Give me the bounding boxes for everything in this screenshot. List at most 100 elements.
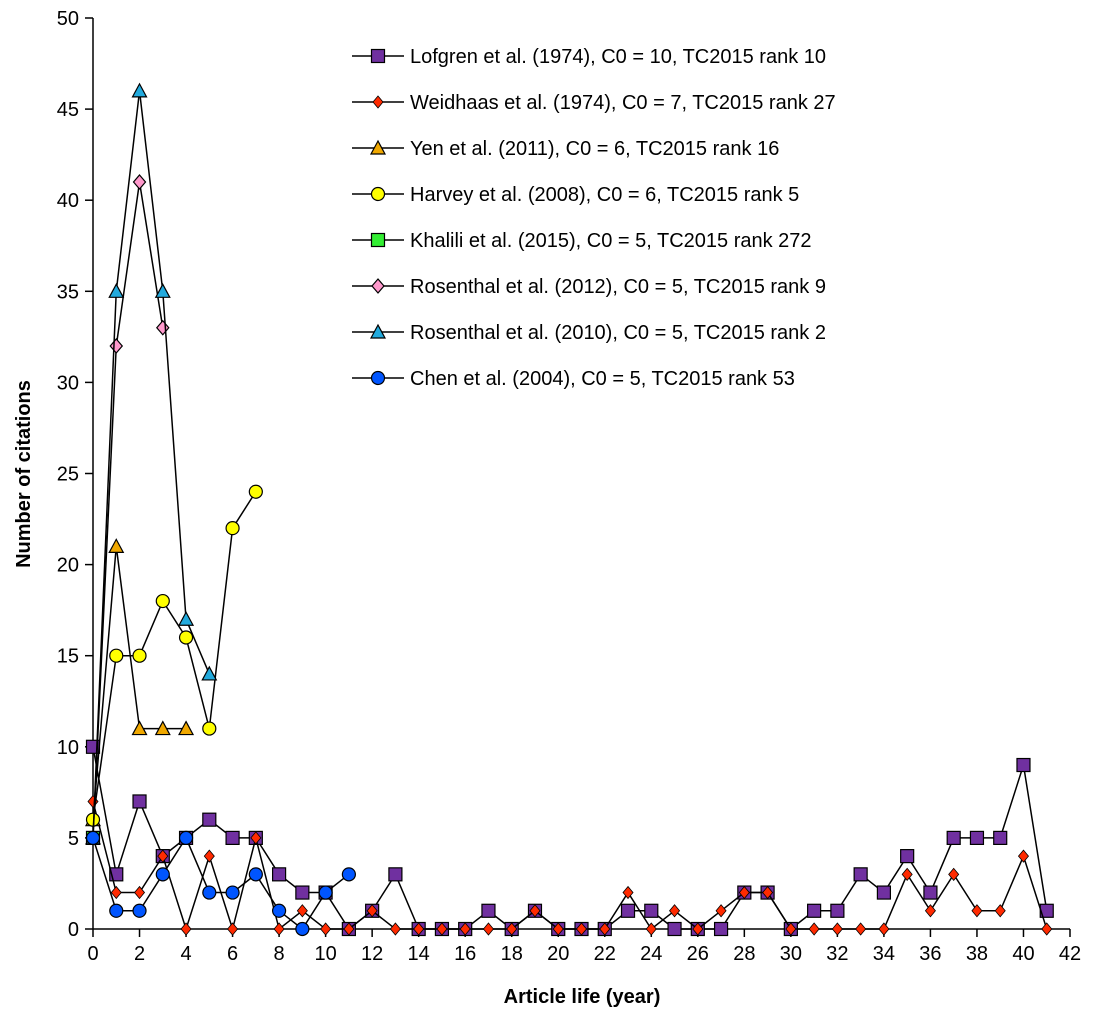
data-point (157, 849, 169, 863)
data-point (946, 830, 961, 846)
data-point (808, 922, 820, 936)
data-point (250, 831, 262, 845)
data-point (155, 867, 170, 882)
data-point (552, 922, 564, 936)
data-point (201, 665, 218, 681)
legend-label: Khalili et al. (2015), C0 = 5, TC2015 ra… (410, 230, 812, 252)
legend-label: Harvey et al. (2008), C0 = 6, TC2015 ran… (410, 184, 799, 206)
legend-item: Rosenthal et al. (2012), C0 = 5, TC2015 … (352, 276, 826, 298)
data-point (667, 921, 682, 937)
x-axis-title: Article life (year) (504, 986, 661, 1008)
x-tick-label: 6 (227, 943, 238, 965)
data-point (413, 922, 425, 936)
x-tick-label: 24 (640, 943, 662, 965)
data-point (202, 885, 217, 900)
y-tick-label: 0 (68, 919, 79, 941)
data-point (855, 922, 867, 936)
data-point (132, 903, 147, 918)
data-point (85, 830, 101, 846)
data-point (622, 885, 634, 900)
data-point (178, 610, 195, 626)
data-point (482, 922, 494, 936)
data-point (109, 338, 124, 354)
data-point (901, 867, 913, 881)
data-point (900, 849, 915, 864)
data-point (366, 904, 378, 918)
y-ticks: 0 5 10 15 20 25 30 35 40 45 50 (57, 8, 93, 941)
data-point (948, 867, 960, 881)
data-point (529, 904, 541, 918)
x-tick-label: 4 (180, 943, 191, 965)
legend-label: Lofgren et al. (1974), C0 = 10, TC2015 r… (410, 46, 826, 68)
x-tick-label: 42 (1059, 943, 1081, 965)
legend-label: Chen et al. (2004), C0 = 5, TC2015 rank … (410, 368, 795, 390)
series-layer (84, 82, 1054, 937)
data-point (203, 849, 215, 863)
data-point (110, 885, 122, 900)
y-tick-label: 25 (57, 464, 79, 486)
legend-item: Rosenthal et al. (2010), C0 = 5, TC2015 … (352, 322, 826, 344)
y-tick-label: 35 (57, 281, 79, 303)
series-1 (87, 794, 1053, 936)
legend-label: Rosenthal et al. (2012), C0 = 5, TC2015 … (410, 276, 826, 298)
data-point (436, 922, 448, 936)
y-tick-label: 45 (57, 99, 79, 121)
legend-item: Khalili et al. (2015), C0 = 5, TC2015 ra… (352, 230, 812, 252)
data-point (248, 867, 263, 882)
data-point (575, 922, 588, 936)
data-point (154, 720, 171, 736)
data-point (132, 174, 147, 190)
data-point (108, 283, 125, 298)
data-point (807, 903, 822, 918)
data-point (227, 922, 239, 936)
axes: 0 2 4 6 8 10 12 14 16 18 20 22 24 26 28 30 32 34 36 38 40 42 … (57, 8, 1081, 965)
data-point (506, 922, 518, 936)
data-point (180, 922, 192, 936)
legend-marker (369, 323, 387, 339)
y-tick-label: 10 (57, 737, 79, 759)
data-point (389, 922, 401, 936)
data-point (295, 921, 310, 937)
legend: Lofgren et al. (1974), C0 = 10, TC2015 r… (352, 46, 836, 390)
legend-marker (370, 232, 386, 248)
x-tick-label: 34 (873, 943, 895, 965)
legend-label: Rosenthal et al. (2010), C0 = 5, TC2015 … (410, 322, 826, 344)
x-tick-label: 12 (361, 943, 383, 965)
data-point (320, 922, 332, 936)
legend-marker (370, 48, 386, 64)
data-point (692, 922, 704, 936)
data-point (715, 904, 727, 918)
y-tick-label: 20 (57, 555, 79, 577)
legend-marker (371, 278, 385, 294)
y-tick-label: 30 (57, 372, 79, 394)
data-point (994, 904, 1006, 918)
y-tick-label: 40 (57, 190, 79, 212)
data-point (1041, 922, 1053, 936)
legend-marker (369, 139, 387, 155)
data-point (459, 922, 471, 936)
legend-marker (370, 370, 386, 386)
data-point (1016, 757, 1031, 773)
data-point (273, 922, 285, 936)
data-point (108, 538, 125, 553)
data-point (785, 922, 797, 936)
data-point (178, 720, 195, 736)
series-line (92, 836, 350, 931)
data-point (971, 904, 983, 918)
data-point (738, 885, 750, 900)
data-point (923, 885, 938, 900)
data-point (830, 903, 845, 918)
data-point (481, 903, 496, 918)
data-point (178, 630, 194, 645)
data-point (343, 922, 355, 936)
data-point (878, 922, 890, 936)
data-point (202, 812, 217, 827)
data-point (644, 903, 659, 918)
x-tick-label: 22 (594, 943, 616, 965)
x-tick-label: 10 (314, 943, 336, 965)
x-tick-label: 18 (501, 943, 523, 965)
legend-item: Chen et al. (2004), C0 = 5, TC2015 rank … (352, 368, 795, 390)
data-point (132, 794, 147, 809)
legend-label: Weidhaas et al. (1974), C0 = 7, TC2015 r… (410, 92, 836, 114)
